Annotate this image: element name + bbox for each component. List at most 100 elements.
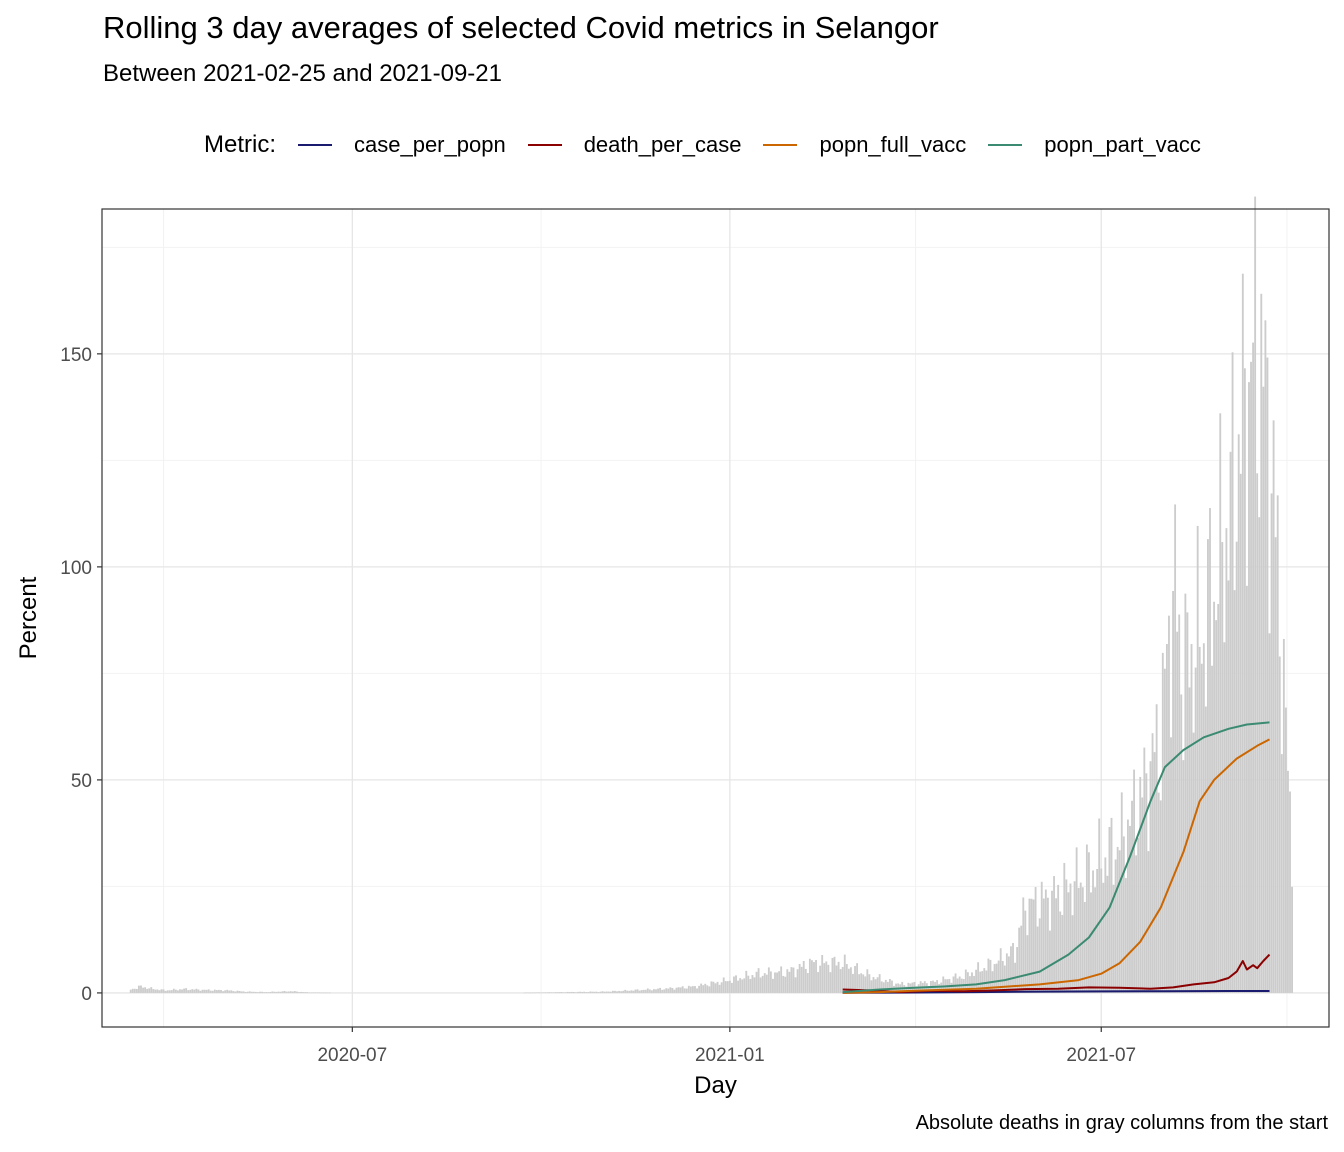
death-column (977, 962, 980, 993)
death-column (1159, 800, 1162, 993)
death-column (942, 976, 945, 993)
death-column (819, 965, 822, 993)
death-column (679, 987, 682, 993)
death-column (1059, 911, 1062, 993)
death-column (215, 990, 218, 993)
death-column (1118, 850, 1121, 993)
death-column (1202, 643, 1205, 993)
death-column (628, 990, 631, 993)
death-column (954, 973, 957, 993)
death-column (314, 992, 317, 994)
death-column (609, 991, 612, 993)
death-column (774, 972, 776, 993)
death-column (1217, 604, 1220, 993)
death-column (1174, 504, 1177, 993)
death-column (607, 991, 610, 993)
death-column (556, 992, 559, 993)
death-column (587, 992, 590, 993)
death-column (1237, 434, 1240, 993)
death-column (891, 980, 893, 993)
death-column (630, 990, 633, 993)
death-column (753, 977, 756, 993)
death-column (597, 992, 600, 993)
death-column (743, 978, 746, 993)
death-column (780, 966, 783, 993)
death-column (570, 991, 573, 993)
death-column (1083, 902, 1086, 993)
death-column (772, 978, 774, 993)
death-column (671, 987, 674, 993)
death-column (1135, 855, 1138, 993)
death-column (614, 990, 616, 993)
death-column (199, 990, 202, 993)
death-column (298, 992, 300, 993)
death-column (304, 992, 307, 993)
death-column (1223, 642, 1226, 993)
death-column (728, 980, 731, 993)
death-column (540, 992, 543, 994)
death-column (224, 990, 227, 993)
death-column (950, 982, 953, 993)
death-column (673, 989, 676, 993)
death-column (129, 989, 132, 993)
death-column (585, 992, 588, 993)
death-column (827, 964, 830, 993)
death-column (1254, 196, 1257, 993)
death-column (1188, 687, 1191, 993)
death-column (176, 990, 179, 993)
death-column (815, 959, 817, 993)
death-column (1260, 293, 1263, 993)
death-column (138, 985, 140, 993)
death-column (536, 992, 538, 993)
death-column (1028, 898, 1031, 993)
death-column (872, 977, 875, 993)
death-column (558, 992, 561, 993)
death-column (544, 992, 547, 993)
death-column (283, 990, 286, 993)
death-column (232, 991, 235, 993)
death-column (698, 985, 701, 993)
death-column (1243, 368, 1246, 993)
death-column (201, 989, 204, 993)
death-column (1104, 857, 1107, 993)
death-column (650, 990, 653, 993)
death-column (191, 989, 194, 993)
death-column (181, 989, 183, 993)
death-column (213, 989, 216, 993)
death-column (207, 989, 210, 993)
death-column (287, 991, 290, 993)
death-column (1024, 910, 1027, 993)
death-column (226, 989, 229, 993)
chart-caption: Absolute deaths in gray columns from the… (915, 1112, 1328, 1134)
death-column (776, 972, 778, 993)
death-column (1131, 800, 1133, 993)
death-column (1163, 668, 1166, 993)
death-column (1211, 665, 1213, 993)
death-column (821, 954, 824, 993)
death-column (1229, 451, 1232, 993)
death-column (1282, 638, 1285, 993)
death-column (1268, 633, 1271, 993)
death-column (720, 982, 723, 993)
death-column (759, 977, 762, 993)
death-column (993, 964, 996, 993)
death-column (724, 981, 727, 993)
death-column (1126, 819, 1129, 993)
death-column (817, 972, 820, 993)
death-column (1258, 517, 1261, 993)
death-column (739, 978, 742, 993)
death-column (230, 990, 233, 993)
death-column (168, 990, 171, 993)
death-column (259, 991, 261, 993)
death-column (1180, 694, 1183, 993)
death-column (704, 983, 707, 993)
death-column (605, 991, 608, 993)
death-column (1168, 615, 1170, 993)
death-column (548, 992, 551, 993)
death-column (702, 985, 705, 993)
death-column (714, 983, 717, 993)
death-column (843, 954, 846, 993)
death-column (296, 991, 298, 993)
death-column (254, 991, 257, 993)
death-column (624, 989, 627, 993)
